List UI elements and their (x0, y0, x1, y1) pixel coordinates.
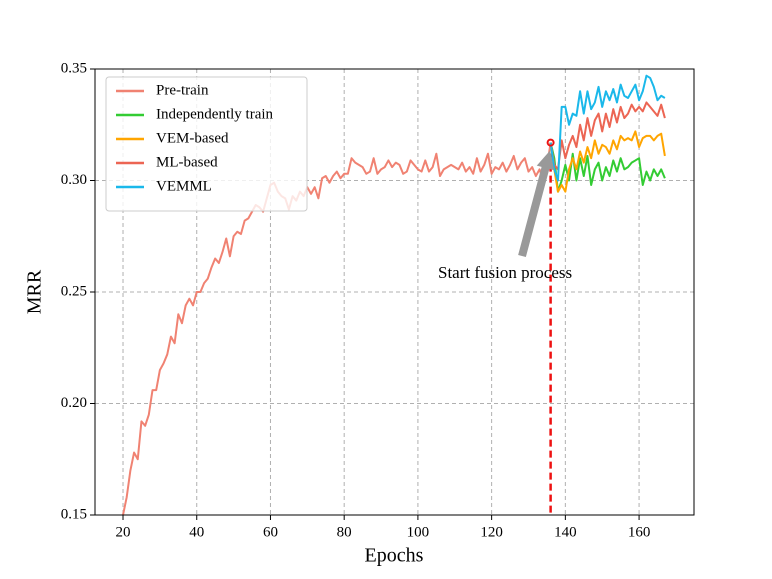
x-tick-label: 160 (628, 524, 651, 540)
annotation-text: Start fusion process (438, 263, 572, 282)
legend-label: Independently train (156, 106, 274, 122)
legend-label: ML-based (156, 154, 218, 170)
fusion-point (546, 138, 555, 147)
series-line (549, 101, 666, 171)
legend-box (105, 76, 308, 212)
legend-label: VEM-based (156, 130, 229, 146)
x-axis-label: Epochs (365, 545, 424, 567)
y-axis-label: MRR (24, 269, 46, 314)
x-tick-label: 140 (554, 524, 577, 540)
x-tick-label: 60 (263, 524, 278, 540)
x-tick-label: 40 (189, 524, 204, 540)
legend-label: VEMML (156, 178, 212, 194)
x-tick-label: 20 (116, 524, 131, 540)
y-tick-label: 0.25 (61, 283, 87, 299)
series-line (549, 142, 666, 193)
plot-frame (94, 68, 695, 516)
series-line (549, 74, 666, 182)
y-tick-label: 0.35 (61, 60, 87, 76)
x-tick-label: 120 (480, 524, 503, 540)
y-tick-label: 0.30 (61, 172, 87, 188)
x-tick-label: 100 (407, 524, 430, 540)
y-tick-label: 0.15 (61, 506, 87, 522)
annotation-arrow (518, 150, 555, 258)
legend-label: Pre-train (156, 82, 209, 98)
series-line (122, 142, 552, 516)
series-line (549, 130, 666, 193)
x-tick-label: 80 (337, 524, 352, 540)
y-tick-label: 0.20 (61, 395, 87, 411)
